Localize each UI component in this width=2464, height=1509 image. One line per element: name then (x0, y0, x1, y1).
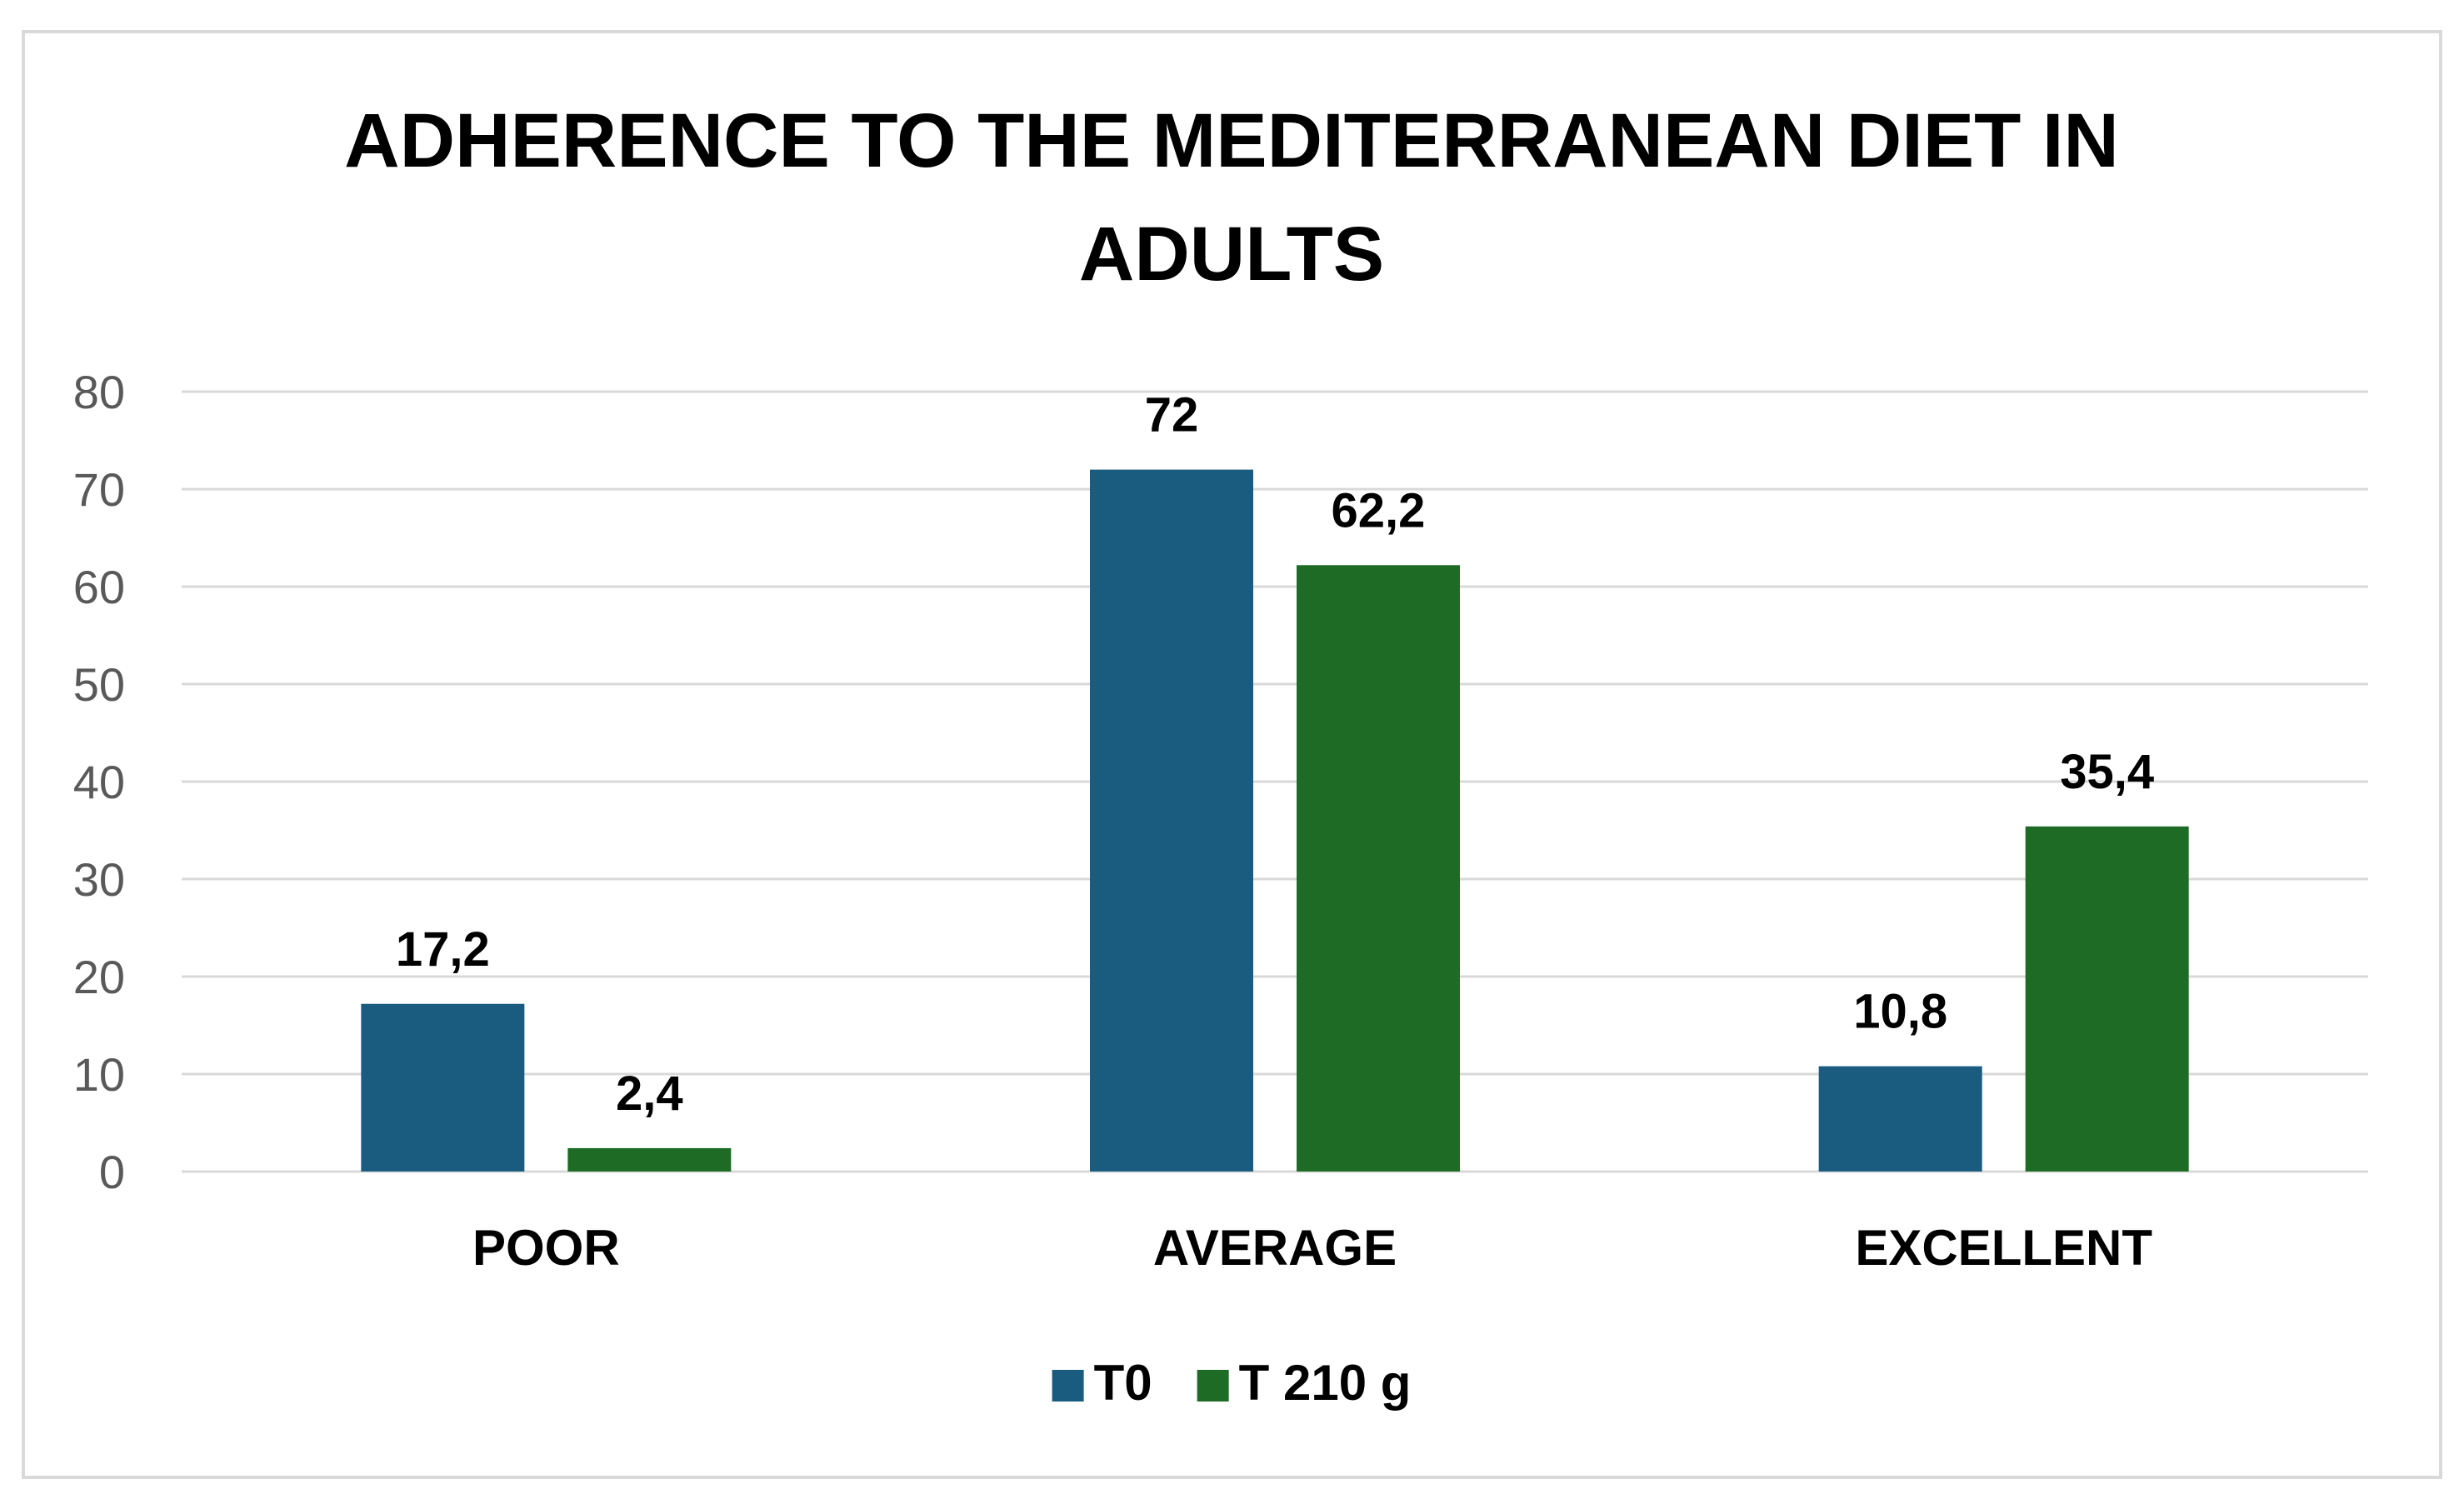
y-tick-label: 50 (73, 658, 125, 711)
y-tick-label: 20 (73, 951, 125, 1003)
data-label: 72 (1145, 388, 1199, 442)
category-label: EXCELLENT (1855, 1220, 2152, 1276)
data-label: 35,4 (2060, 745, 2154, 799)
category-label: AVERAGE (1153, 1220, 1397, 1276)
data-labels: 17,2 2,4 72 62,2 10,8 35,4 (396, 388, 2154, 1121)
legend-label: T 210 g (1239, 1355, 1412, 1411)
chart-title-line-2: ADULTS (1079, 212, 1384, 297)
y-tick-label: 60 (73, 561, 125, 613)
legend-label: T0 (1094, 1355, 1152, 1411)
data-label: 17,2 (396, 922, 490, 977)
y-tick-label: 0 (99, 1146, 125, 1198)
legend-swatch (1052, 1370, 1084, 1402)
data-label: 62,2 (1332, 483, 1426, 537)
y-axis-ticks: 0 10 20 30 40 50 60 70 80 (73, 366, 125, 1198)
bar (567, 1147, 732, 1172)
data-label: 10,8 (1853, 985, 1947, 1039)
bar (2025, 826, 2189, 1172)
y-tick-label: 10 (73, 1048, 125, 1101)
y-tick-label: 30 (73, 853, 125, 906)
bar (1090, 469, 1253, 1172)
y-tick-label: 80 (73, 366, 125, 418)
chart-title: ADHERENCE TO THE MEDITERRANEAN DIET IN A… (344, 98, 2119, 297)
x-axis-categories: POOR AVERAGE EXCELLENT (472, 1220, 2152, 1276)
y-tick-label: 40 (73, 756, 125, 808)
legend: T0 T 210 g (1052, 1355, 1412, 1411)
gridlines (182, 390, 2368, 1173)
bars (361, 469, 2189, 1172)
bar (1818, 1066, 1982, 1172)
legend-item: T 210 g (1197, 1355, 1412, 1411)
category-label: POOR (472, 1220, 620, 1276)
chart-title-line-1: ADHERENCE TO THE MEDITERRANEAN DIET IN (344, 98, 2119, 183)
bar (1297, 565, 1460, 1172)
y-tick-label: 70 (73, 463, 125, 516)
legend-swatch (1197, 1370, 1229, 1402)
bar (361, 1003, 525, 1172)
data-label: 2,4 (616, 1067, 683, 1121)
legend-item: T0 (1052, 1355, 1152, 1411)
